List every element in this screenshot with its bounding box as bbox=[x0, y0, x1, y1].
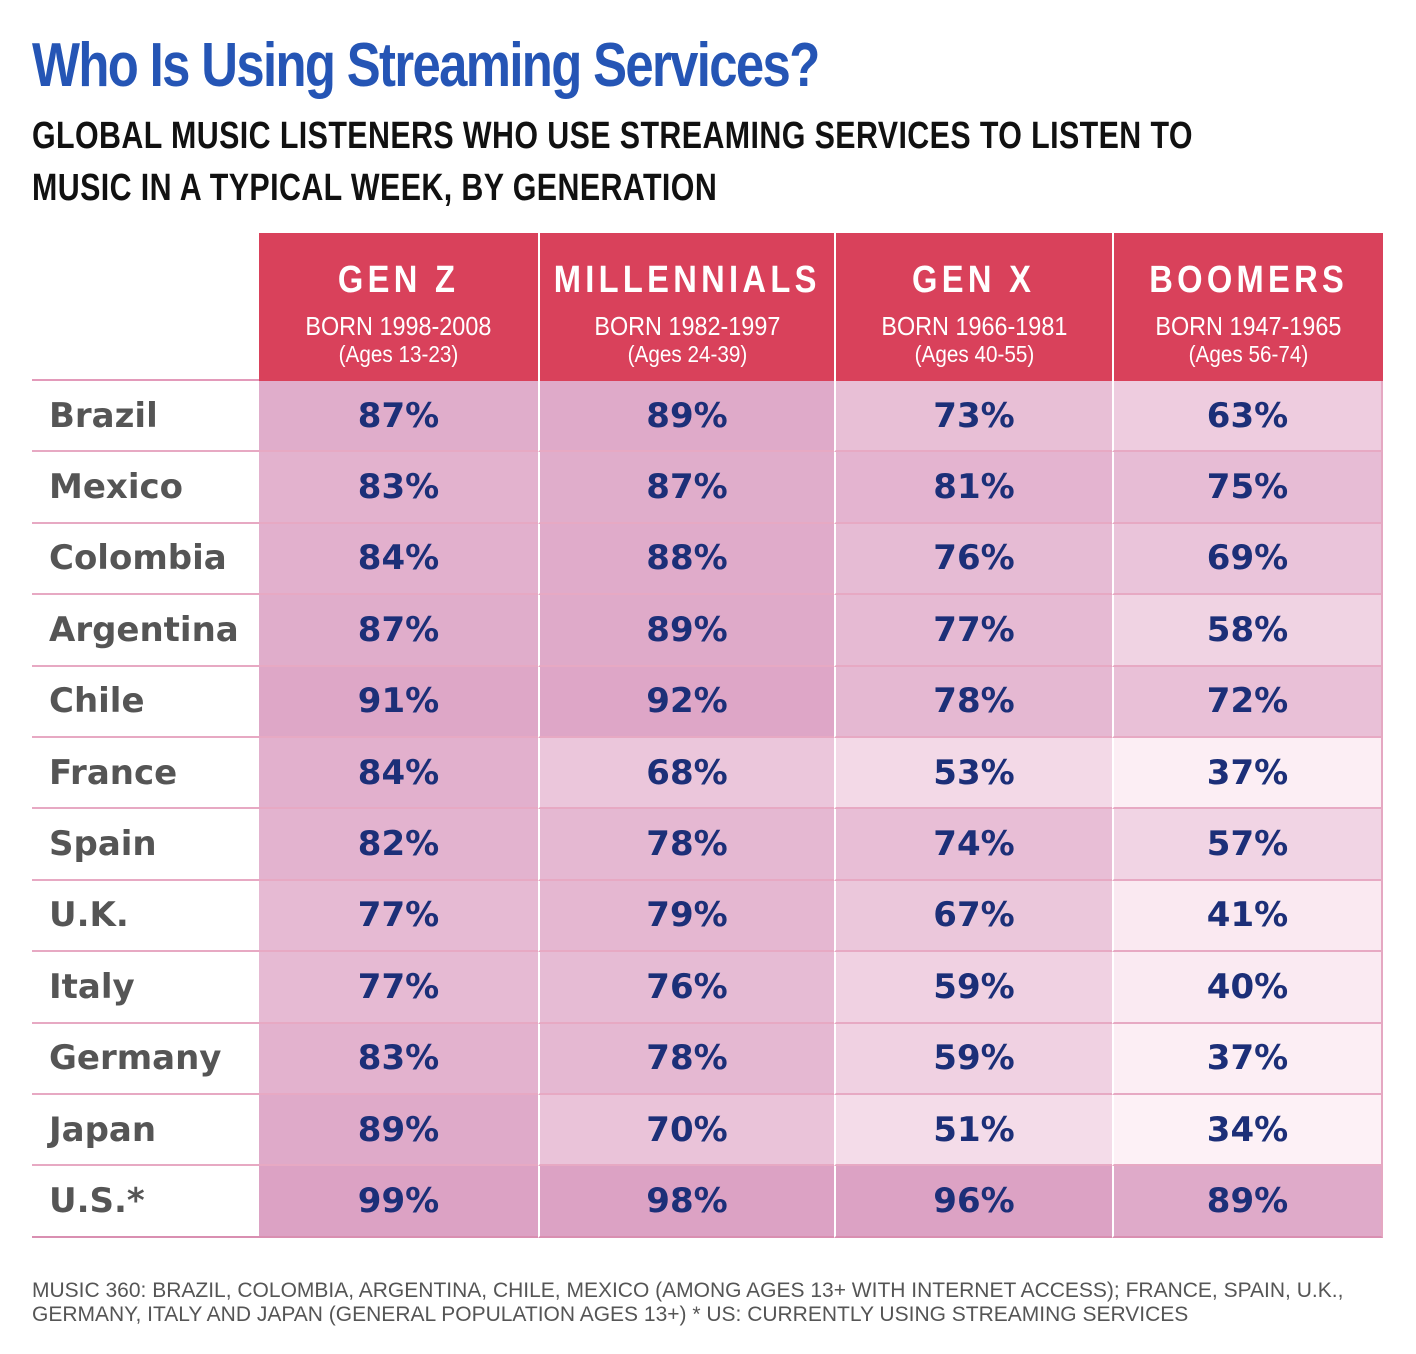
data-cell: 99% bbox=[259, 1166, 538, 1238]
column-name: GEN Z bbox=[337, 259, 460, 301]
streaming-table: GEN Z BORN 1998-2008 (Ages 13-23) MILLENNIA… bbox=[32, 233, 1383, 1238]
data-cell: 89% bbox=[1112, 1166, 1383, 1238]
column-header: GEN X BORN 1966-1981 (Ages 40-55) bbox=[834, 233, 1112, 381]
column-header: MILLENNIALS BORN 1982-1997 (Ages 24-39) bbox=[538, 233, 834, 381]
data-cell: 83% bbox=[259, 452, 538, 524]
data-cell: 41% bbox=[1112, 880, 1383, 953]
data-cell: 89% bbox=[538, 381, 834, 453]
column-name: BOOMERS bbox=[1149, 259, 1348, 301]
data-cell: 69% bbox=[1112, 523, 1383, 596]
page-title: Who Is Using Streaming Services? bbox=[32, 31, 820, 100]
data-cell: 87% bbox=[259, 595, 538, 667]
data-cell: 81% bbox=[834, 452, 1112, 524]
data-cell: 34% bbox=[1112, 1094, 1383, 1167]
data-cell: 82% bbox=[259, 809, 538, 881]
row-label: Argentina bbox=[32, 595, 259, 667]
page-subtitle: GLOBAL MUSIC LISTENERS WHO USE STREAMING… bbox=[32, 115, 1193, 209]
data-cell: 84% bbox=[259, 737, 538, 810]
data-cell: 53% bbox=[834, 737, 1112, 810]
data-cell: 59% bbox=[834, 1023, 1112, 1095]
data-cell: 59% bbox=[834, 952, 1112, 1024]
column-born: BORN 1982-1997 bbox=[593, 311, 781, 341]
data-cell: 40% bbox=[1112, 952, 1383, 1024]
column-ages: (Ages 13-23) bbox=[338, 341, 459, 367]
row-label: U.K. bbox=[32, 881, 259, 953]
data-cell: 96% bbox=[834, 1166, 1112, 1238]
column-ages: (Ages 24-39) bbox=[627, 341, 747, 367]
data-cell: 78% bbox=[538, 809, 834, 881]
data-cell: 84% bbox=[259, 523, 538, 596]
row-label: Italy bbox=[32, 952, 259, 1024]
data-cell: 76% bbox=[538, 952, 834, 1024]
data-cell: 78% bbox=[538, 1023, 834, 1095]
data-cell: 58% bbox=[1112, 595, 1383, 667]
data-cell: 87% bbox=[259, 381, 538, 453]
table-corner bbox=[32, 233, 259, 381]
footnote-line-2: GERMANY, ITALY AND JAPAN (GENERAL POPULA… bbox=[32, 1303, 1189, 1326]
row-label: U.S.* bbox=[32, 1166, 259, 1238]
data-cell: 76% bbox=[834, 523, 1112, 596]
row-label: Japan bbox=[32, 1095, 259, 1167]
data-cell: 37% bbox=[1112, 737, 1383, 810]
data-cell: 89% bbox=[538, 595, 834, 667]
column-ages: (Ages 56-74) bbox=[1188, 341, 1309, 367]
column-name: MILLENNIALS bbox=[553, 259, 821, 301]
data-cell: 67% bbox=[834, 880, 1112, 953]
data-cell: 88% bbox=[538, 523, 834, 596]
row-label: Germany bbox=[32, 1024, 259, 1095]
data-cell: 72% bbox=[1112, 666, 1383, 738]
data-cell: 98% bbox=[538, 1166, 834, 1238]
row-label: Chile bbox=[32, 667, 259, 738]
data-cell: 77% bbox=[259, 880, 538, 953]
data-cell: 75% bbox=[1112, 452, 1383, 524]
data-cell: 91% bbox=[259, 666, 538, 738]
column-born: BORN 1966-1981 bbox=[880, 311, 1068, 341]
data-cell: 77% bbox=[834, 595, 1112, 667]
row-label: Brazil bbox=[32, 381, 259, 453]
row-label: Mexico bbox=[32, 452, 259, 524]
data-cell: 57% bbox=[1112, 809, 1383, 881]
footnote-line-1: MUSIC 360: BRAZIL, COLOMBIA, ARGENTINA, … bbox=[32, 1279, 1344, 1302]
data-cell: 78% bbox=[834, 666, 1112, 738]
data-cell: 87% bbox=[538, 452, 834, 524]
row-label: Spain bbox=[32, 809, 259, 881]
data-cell: 70% bbox=[538, 1094, 834, 1167]
column-ages: (Ages 40-55) bbox=[914, 341, 1034, 367]
data-cell: 89% bbox=[259, 1094, 538, 1167]
column-born: BORN 1947-1965 bbox=[1155, 311, 1342, 341]
data-cell: 51% bbox=[834, 1094, 1112, 1167]
data-cell: 74% bbox=[834, 809, 1112, 881]
data-cell: 83% bbox=[259, 1023, 538, 1095]
data-cell: 92% bbox=[538, 666, 834, 738]
row-label: France bbox=[32, 738, 259, 810]
data-cell: 63% bbox=[1112, 381, 1383, 453]
footnote: MUSIC 360: BRAZIL, COLOMBIA, ARGENTINA, … bbox=[32, 1279, 1416, 1327]
column-header: GEN Z BORN 1998-2008 (Ages 13-23) bbox=[259, 233, 538, 381]
data-cell: 37% bbox=[1112, 1023, 1383, 1095]
data-cell: 68% bbox=[538, 737, 834, 810]
row-label: Colombia bbox=[32, 524, 259, 596]
data-cell: 73% bbox=[834, 381, 1112, 453]
column-name: GEN X bbox=[912, 259, 1036, 301]
data-cell: 79% bbox=[538, 880, 834, 953]
column-header: BOOMERS BORN 1947-1965 (Ages 56-74) bbox=[1112, 233, 1383, 381]
data-cell: 77% bbox=[259, 952, 538, 1024]
column-born: BORN 1998-2008 bbox=[305, 311, 492, 341]
